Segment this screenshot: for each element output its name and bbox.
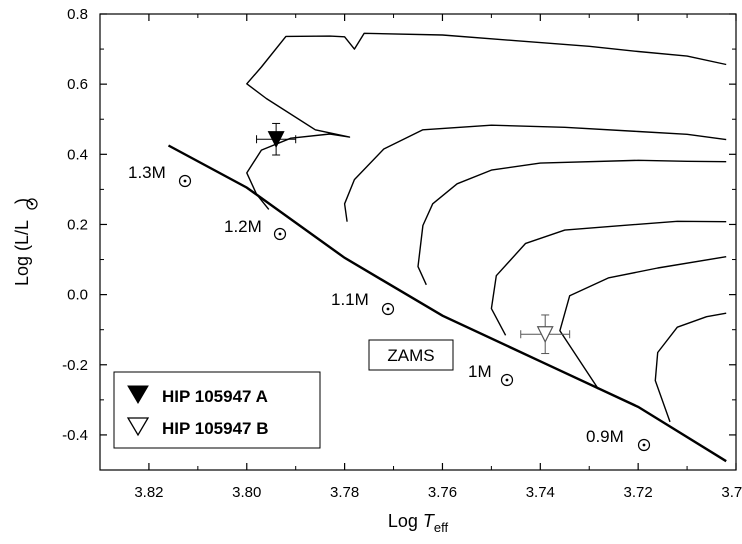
sun-symbol-dot [505,378,509,382]
track-label-1.3-text: 1.3M [128,163,166,182]
track-label-1.2-text: 1.2M [224,217,262,236]
svg-text:1.3M: 1.3M [128,163,166,182]
svg-text:1.2M: 1.2M [224,217,262,236]
y-axis-ticks: 0.8 0.6 0.4 0.2 0.0 -0.2 -0.4 [62,6,736,471]
sun-symbol-dot [30,202,34,206]
sun-symbol-dot [642,443,646,447]
evolution-track-2 [417,159,727,286]
star-markers [256,122,571,355]
evolution-track-4 [559,256,727,390]
sun-symbol-icon [178,174,192,188]
filled-triangle-marker [267,131,285,149]
y-tick-label: 0.0 [67,287,88,304]
legend-entry-a: HIP 105947 A [162,387,268,406]
x-tick-label: 3.82 [134,484,163,501]
x-tick-label: 3.70 [721,484,742,501]
star-point-0 [256,122,297,156]
track-label-0.9-text: 0.9M [586,427,624,446]
y-tick-label: 0.6 [67,76,88,93]
y-tick-label: -0.4 [62,427,88,444]
plot-frame [99,13,737,471]
evolution-track-0 [246,32,727,210]
sun-symbol-dot [386,307,390,311]
open-triangle-marker [536,326,554,344]
track-label-1.0: 1M [468,362,514,387]
star-point-1 [520,314,571,355]
track-label-0.9: 0.9M [586,427,651,452]
sun-symbol-icon [637,438,651,452]
track-label-1.1: 1.1M [331,290,395,316]
sun-symbol-dot [183,179,187,183]
x-tick-label: 3.76 [428,484,457,501]
track-label-1.2: 1.2M [224,217,287,241]
zams-line [167,144,727,463]
svg-text:Log (L/L): Log (L/L) [12,198,32,286]
svg-text:1M: 1M [468,362,492,381]
evolutionary-tracks [246,32,727,423]
evolution-track-3 [490,220,727,336]
x-axis-label: Log Teff [388,511,449,535]
evolution-track-1 [343,124,727,222]
track-label-1.3: 1.3M [128,163,192,188]
zams-label: ZAMS [387,346,434,365]
zams-line-group [167,144,727,463]
y-tick-label: 0.4 [67,146,88,163]
zams-label-box: ZAMS [368,339,454,371]
legend: HIP 105947 A HIP 105947 B [113,371,321,449]
svg-text:0.9M: 0.9M [586,427,624,446]
x-tick-label: 3.74 [526,484,555,501]
sun-symbol-icon [381,302,395,316]
open-triangle-icon [126,417,150,437]
x-tick-label: 3.80 [232,484,261,501]
legend-box [113,371,321,449]
x-axis-ticks: 3.82 3.80 3.78 3.76 3.74 3.72 3.70 [134,14,742,501]
track-label-1.0-text: 1M [468,362,492,381]
filled-triangle-icon [127,385,149,404]
sun-symbol-icon [273,227,287,241]
y-axis-label: Log (L/L) [12,198,38,286]
svg-text:1.1M: 1.1M [331,290,369,309]
x-tick-label: 3.78 [330,484,359,501]
sun-symbol-icon [500,373,514,387]
sun-symbol-dot [278,232,282,236]
evolution-track-5 [654,312,727,423]
legend-entry-b: HIP 105947 B [162,419,268,438]
y-tick-label: 0.8 [67,6,88,23]
x-tick-label: 3.72 [624,484,653,501]
sun-symbol-icon [26,198,38,210]
track-label-1.1-text: 1.1M [331,290,369,309]
y-tick-label: -0.2 [62,357,88,374]
y-tick-label: 0.2 [67,216,88,233]
